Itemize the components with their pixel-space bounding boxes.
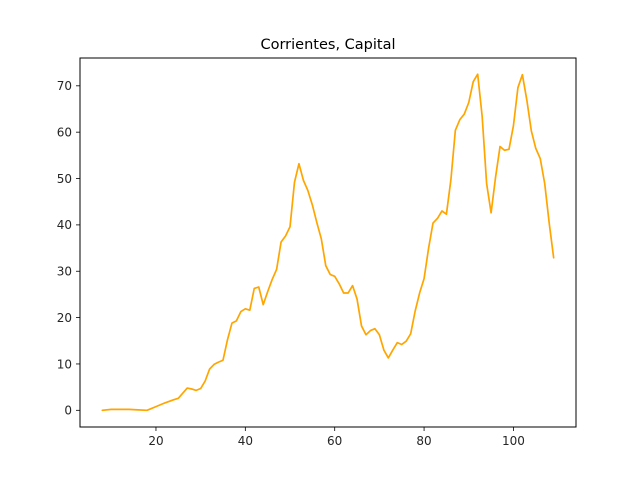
plot-frame xyxy=(79,57,577,428)
y-tick-label: 20 xyxy=(57,311,72,325)
y-tick-label: 70 xyxy=(57,79,72,93)
x-tick-label: 80 xyxy=(416,434,431,448)
y-tick-label: 50 xyxy=(57,172,72,186)
y-tick-label: 30 xyxy=(57,265,72,279)
x-tick-label: 60 xyxy=(327,434,342,448)
series-layer xyxy=(101,73,555,412)
chart-title: Corrientes, Capital xyxy=(260,37,395,53)
x-axis: 20 40 60 80 100 xyxy=(148,427,525,448)
y-tick-label: 0 xyxy=(64,404,72,418)
y-axis: 0 10 20 30 40 50 60 70 xyxy=(57,79,80,418)
x-tick-label: 100 xyxy=(502,434,525,448)
x-tick-label: 40 xyxy=(238,434,253,448)
y-tick-label: 60 xyxy=(57,125,72,139)
series-line xyxy=(101,73,555,412)
y-tick-label: 40 xyxy=(57,218,72,232)
x-tick-label: 20 xyxy=(148,434,163,448)
y-tick-label: 10 xyxy=(57,357,72,371)
